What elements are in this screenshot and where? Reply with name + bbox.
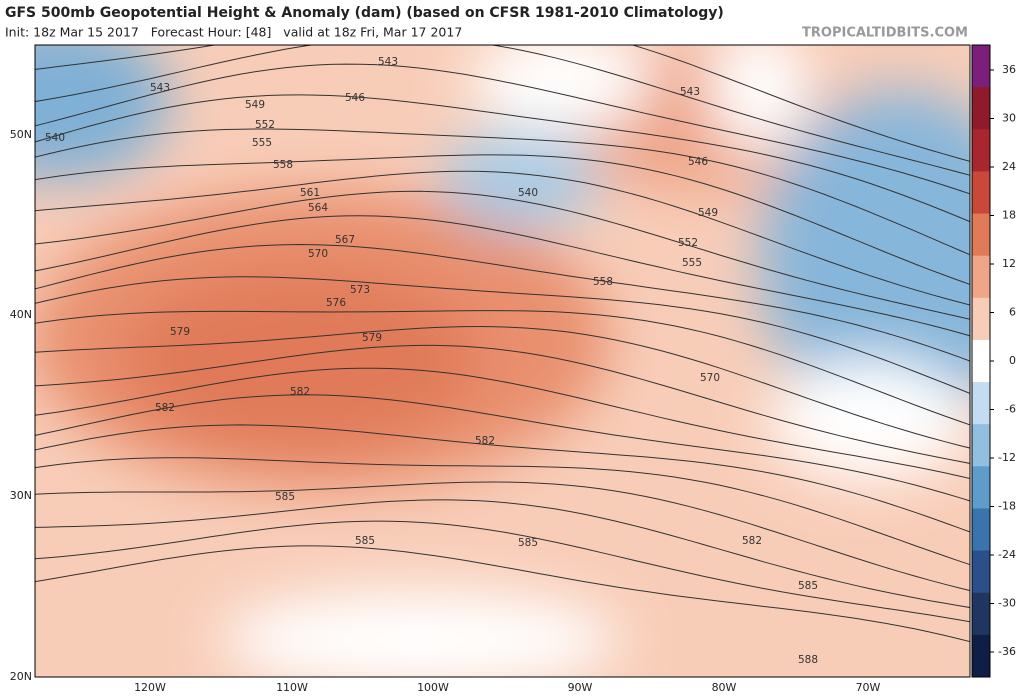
longitude-label: 70W [856,681,881,694]
contour-line [35,394,970,502]
contour-label: 561 [300,187,320,199]
contour-label: 579 [362,332,382,344]
colorbar-swatch [972,297,990,341]
contour-line [35,45,970,162]
contour-line [35,367,970,479]
site-label: TROPICALTIDBITS.COM [802,26,968,41]
subtitle: Init: 18z Mar 15 2017 Forecast Hour: [48… [5,25,462,40]
contour-label: 555 [252,137,272,149]
colorbar-swatch [972,255,990,299]
colorbar-swatch [972,634,990,678]
longitude-label: 80W [712,681,737,694]
contour-label: 543 [150,82,170,94]
latitude-label: 40N [10,308,32,321]
contour-label: 570 [308,248,328,260]
contour-label: 582 [155,402,175,414]
contour-line [35,128,970,256]
contour-label: 582 [742,535,762,547]
contour-line [35,63,970,195]
colorbar-swatch [972,45,990,88]
contour-label: 549 [245,99,265,111]
contour-label: 585 [355,535,375,547]
contour-line [35,457,970,566]
colorbar-label: 30 [1002,112,1016,125]
contour-line [35,310,970,426]
contour-label: 588 [798,654,818,666]
colorbar-label: -6 [1005,403,1016,416]
longitude-label: 120W [134,681,166,694]
contour-line [35,154,970,285]
colorbar-label: -30 [998,597,1016,610]
contour-line [35,170,970,306]
contour-line [35,344,970,464]
colorbar-label: 6 [1009,306,1016,319]
contour-label: 558 [593,276,613,288]
contour-label: 549 [698,207,718,219]
contour-label: 558 [273,159,293,171]
map-frame [34,44,971,678]
contour-line [35,424,970,533]
contour-line [35,45,970,176]
colorbar-swatch [972,339,990,383]
colorbar-label: 36 [1002,63,1016,76]
colorbar-swatch [972,592,990,636]
contour-label: 546 [688,156,708,168]
contour-label: 555 [682,257,702,269]
contour-label: 585 [275,491,295,503]
contour-label: 552 [255,119,275,131]
colorbar-swatch [972,213,990,257]
contour-line [35,243,970,362]
contour-label: 546 [345,92,365,104]
colorbar-label: 18 [1002,209,1016,222]
contour-line [35,325,970,449]
colorbar-label: 24 [1002,160,1016,173]
colorbar-swatch [972,466,990,509]
longitude-label: 90W [568,681,593,694]
contour-label: 564 [308,202,328,214]
colorbar-swatch [972,129,990,172]
latitude-label: 20N [10,670,32,683]
contour-label: 576 [326,297,346,309]
latitude-label: 50N [10,128,32,141]
contour-line [35,215,970,337]
contour-label: 582 [290,386,310,398]
contour-label: 585 [798,580,818,592]
contour-line [35,94,970,223]
colorbar-label: 0 [1009,354,1016,367]
contour-label: 552 [678,237,698,249]
longitude-label: 110W [276,681,308,694]
contour-line [35,190,970,320]
colorbar-swatch [972,508,990,552]
contour-label: 573 [350,284,370,296]
contour-label: 567 [335,234,355,246]
contour-label: 585 [518,537,538,549]
contour-line [35,499,970,609]
latitude-label: 30N [10,489,32,502]
colorbar-label: -24 [998,548,1016,561]
contour-label: 543 [378,56,398,68]
colorbar-label: -18 [998,500,1016,513]
contour-line [35,481,970,592]
colorbar-label: -36 [998,645,1016,658]
contour-line [35,520,970,623]
title: GFS 500mb Geopotential Height & Anomaly … [5,5,724,21]
contour-label: 543 [680,86,700,98]
contour-line [35,545,970,643]
colorbar-swatch [972,550,990,594]
contour-label: 582 [475,435,495,447]
contour-line [35,276,970,394]
colorbar-swatch [972,87,990,130]
colorbar-label: 12 [1002,257,1016,270]
contour-label: 570 [700,372,720,384]
contour-label: 540 [518,187,538,199]
colorbar-swatch [972,424,990,467]
contour-label: 579 [170,326,190,338]
colorbar-swatch [972,382,990,425]
map [35,45,970,677]
colorbar-swatch [972,171,990,215]
longitude-label: 100W [417,681,449,694]
contour-label: 540 [45,132,65,144]
colorbar-label: -12 [998,451,1016,464]
